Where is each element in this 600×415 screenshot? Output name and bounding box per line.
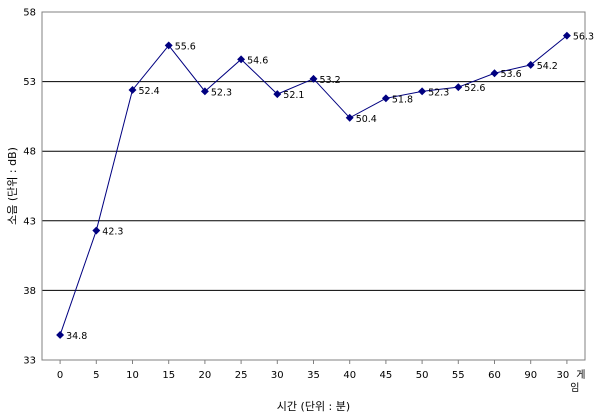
x-tick-label: 45 [380,370,393,381]
data-label: 52.3 [211,87,232,98]
y-tick-label: 33 [23,356,36,367]
y-tick-label: 58 [23,8,36,19]
x-tick-label: 25 [235,370,248,381]
x-tick-label: 30 게 임 [557,369,586,394]
x-tick-label: 40 [343,370,356,381]
x-tick-label: 10 [126,370,139,381]
data-label: 52.6 [464,83,485,94]
x-tick-label: 55 [452,370,465,381]
x-tick-label: 5 [93,370,99,381]
data-point [562,31,571,40]
x-axis-ticks: 0 5 10 15 20 25 30 35 40 45 50 55 60 90 30 게 임 [57,360,586,394]
x-tick-label: 60 [488,370,501,381]
data-label: 55.6 [175,41,196,52]
y-tick-label: 43 [23,216,36,227]
x-tick-label: 30 [271,370,284,381]
data-label: 53.6 [501,69,522,80]
data-point [381,94,390,103]
data-label: 52.1 [283,90,304,101]
data-label: 53.2 [320,75,341,86]
y-axis-ticks: 33 38 43 48 53 58 [23,8,36,367]
data-point [418,87,427,96]
gridlines [42,81,585,291]
data-label: 34.8 [66,331,87,342]
data-label: 50.4 [356,114,377,125]
y-tick-label: 38 [23,286,36,297]
data-point [92,226,101,235]
data-point [200,87,209,96]
data-labels: 34.8 42.3 52.4 55.6 52.3 54.6 52.1 53.2 50.4 51.8… [66,32,594,342]
data-label: 54.2 [537,61,558,72]
x-tick-label: 35 [307,370,320,381]
plot-area [41,11,586,361]
y-axis-title: 소음 (단위 : dB) [6,147,19,225]
data-markers [56,31,571,339]
x-tick-label: 50 [416,370,429,381]
data-label: 52.3 [428,87,449,98]
data-point [454,83,463,92]
data-point [56,330,65,339]
x-tick-label: 0 [57,370,63,381]
data-label: 51.8 [392,94,413,105]
data-label: 52.4 [139,86,160,97]
x-tick-label: 15 [162,370,175,381]
data-point [490,69,499,78]
x-tick-label: 90 [524,370,537,381]
data-label: 42.3 [102,227,123,238]
data-label: 54.6 [247,55,268,66]
x-tick-label: 20 [199,370,212,381]
x-axis-title: 시간 (단위 : 분) [277,400,350,413]
y-tick-label: 48 [23,147,36,158]
y-tick-label: 53 [23,77,36,88]
data-label: 56.3 [573,32,594,43]
